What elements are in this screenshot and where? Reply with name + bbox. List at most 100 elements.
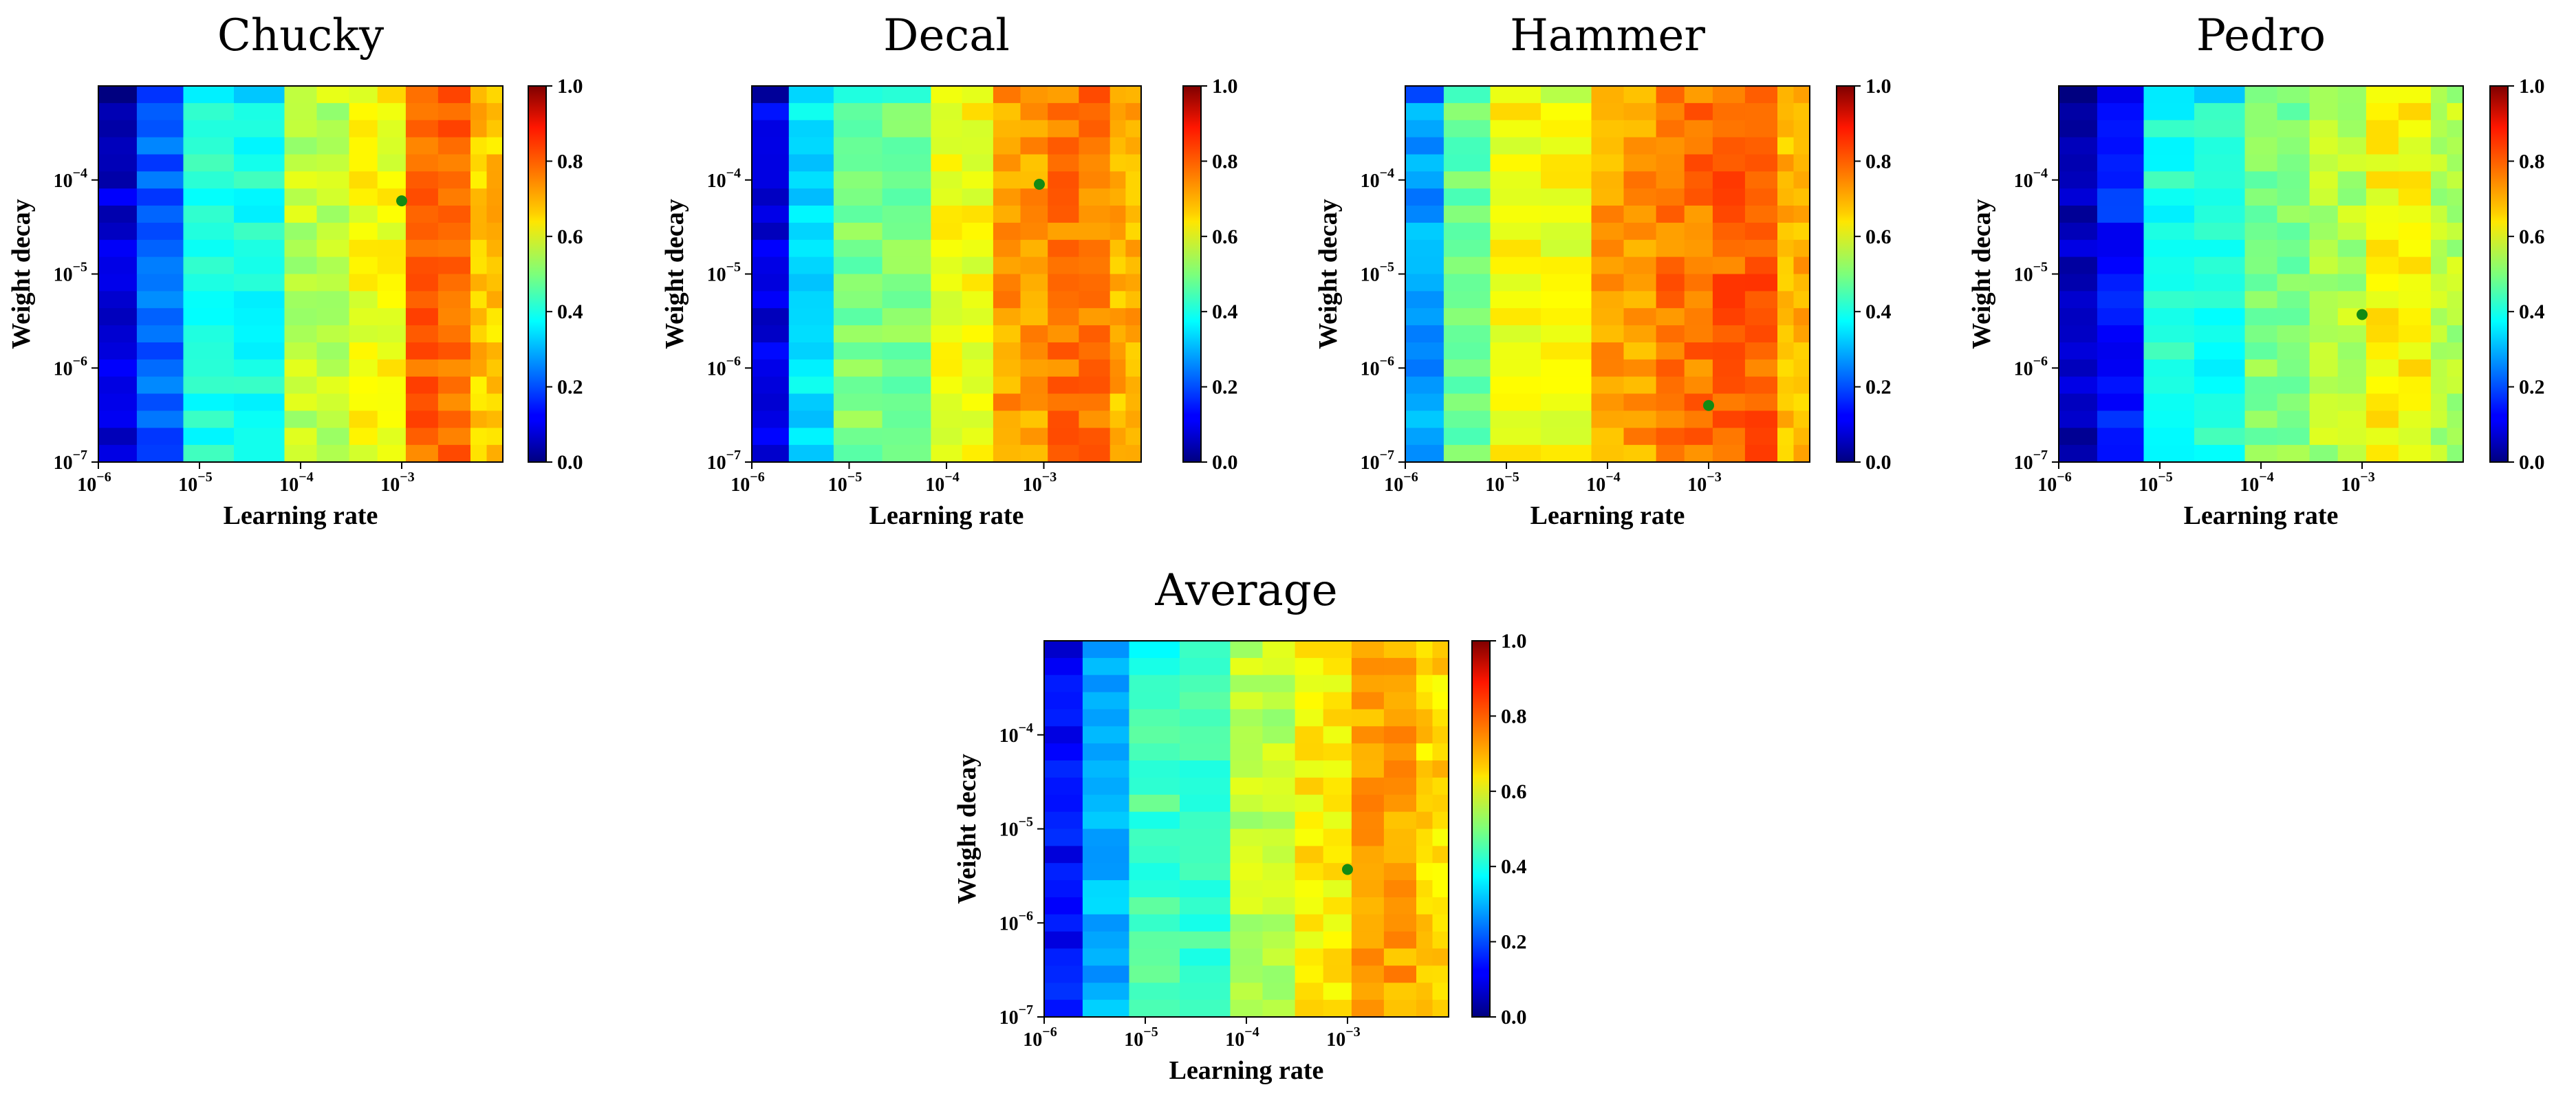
heatmap-cell: [1048, 188, 1080, 206]
heatmap-cell: [2194, 274, 2246, 292]
heatmap-cell: [377, 291, 407, 309]
colorbar-tick-label: 0.0: [1501, 1006, 1527, 1029]
heatmap-cell: [377, 359, 407, 377]
heatmap-cell: [1383, 829, 1417, 846]
heatmap-cell: [1383, 726, 1417, 744]
heatmap-cell: [1125, 120, 1142, 138]
heatmap-cell: [1744, 86, 1778, 104]
heatmap-cell: [1712, 325, 1746, 343]
heatmap-cell: [1777, 325, 1795, 343]
heatmap-cell: [2059, 102, 2098, 121]
heatmap-cell: [2194, 325, 2246, 343]
heatmap-cell: [1490, 291, 1541, 309]
heatmap-cell: [1082, 811, 1130, 830]
heatmap-cell: [98, 325, 138, 343]
heatmap-cell: [1295, 829, 1324, 846]
heatmap-cell: [405, 154, 439, 172]
heatmap-cell: [1793, 171, 1810, 189]
heatmap-cell: [284, 274, 318, 292]
heatmap-cell: [1048, 393, 1080, 411]
heatmap-cell: [1125, 428, 1142, 446]
heatmap-cell: [1777, 274, 1795, 292]
heatmap-cell: [1744, 102, 1778, 121]
x-axis-label: Learning rate: [1169, 1056, 1324, 1085]
heatmap-cell: [437, 120, 471, 138]
heatmap-cell: [1744, 428, 1778, 446]
colorbar-tick-label: 0.4: [2519, 300, 2545, 323]
heatmap-cell: [2194, 154, 2246, 172]
heatmap-cell: [1079, 222, 1111, 241]
heatmap-cell: [98, 137, 138, 155]
heatmap-cell: [2366, 291, 2399, 309]
heatmap-cell: [316, 102, 350, 121]
heatmap-cell: [316, 206, 350, 223]
heatmap-cell: [1044, 760, 1083, 778]
heatmap-cell: [1443, 86, 1491, 104]
heatmap-cell: [1541, 428, 1592, 446]
heatmap-cell: [2194, 342, 2246, 360]
heatmap-cell: [993, 376, 1021, 395]
heatmap-cell: [1323, 983, 1352, 1000]
heatmap-cell: [752, 428, 790, 446]
heatmap-cell: [486, 359, 504, 377]
heatmap-cell: [136, 359, 184, 377]
heatmap-cell: [1623, 86, 1657, 104]
heatmap-cell: [1777, 188, 1795, 206]
heatmap-cell: [2431, 86, 2448, 104]
heatmap-cell: [234, 171, 285, 189]
heatmap-cell: [1432, 726, 1449, 744]
colorbar-tick-label: 0.0: [2519, 451, 2545, 474]
heatmap-cell: [1541, 359, 1592, 377]
heatmap-cell: [2431, 120, 2448, 138]
heatmap-cell: [2398, 445, 2432, 463]
heatmap-cell: [1044, 863, 1083, 881]
heatmap-cell: [1744, 291, 1778, 309]
heatmap-cell: [316, 239, 350, 258]
heatmap-cell: [1432, 811, 1449, 830]
heatmap-cell: [2143, 291, 2195, 309]
heatmap-cell: [2398, 291, 2432, 309]
heatmap-cell: [1351, 829, 1385, 846]
heatmap-cell: [377, 171, 407, 189]
heatmap-cell: [1623, 342, 1657, 360]
heatmap-cell: [1048, 120, 1080, 138]
heatmap-cell: [316, 86, 350, 104]
heatmap-cell: [1383, 760, 1417, 778]
colorbar-tick-label: 0.4: [1212, 300, 1238, 323]
x-tick-label: 10−4: [2240, 470, 2273, 496]
heatmap-cell: [2059, 393, 2098, 411]
heatmap-cell: [1656, 206, 1685, 223]
heatmap-cell: [1180, 657, 1231, 676]
heatmap-cell: [486, 137, 504, 155]
heatmap-cell: [2194, 428, 2246, 446]
heatmap-cell: [2194, 86, 2246, 104]
heatmap-cell: [136, 239, 184, 258]
heatmap-cell: [752, 308, 790, 326]
heatmap-cell: [2337, 410, 2367, 428]
heatmap-cell: [1230, 692, 1264, 710]
heatmap-cell: [1383, 948, 1417, 966]
heatmap-cell: [1712, 154, 1746, 172]
heatmap-cell: [1129, 743, 1180, 761]
heatmap-cell: [2244, 445, 2278, 463]
heatmap-cell: [962, 410, 994, 428]
heatmap-cell: [1712, 102, 1746, 121]
heatmap-cell: [98, 342, 138, 360]
heatmap-cell: [1712, 445, 1746, 463]
heatmap-cell: [486, 239, 504, 258]
colorbar-tick-label: 0.8: [1212, 150, 1238, 173]
heatmap-cell: [405, 137, 439, 155]
heatmap-cell: [1351, 692, 1385, 710]
heatmap-cell: [1230, 709, 1264, 727]
heatmap-cell: [2309, 308, 2339, 326]
heatmap-cell: [2337, 376, 2367, 395]
heatmap-cell: [882, 188, 931, 206]
heatmap-cell: [931, 102, 963, 121]
heatmap-cell: [98, 445, 138, 463]
heatmap-cell: [1323, 1000, 1352, 1018]
heatmap-cell: [2431, 274, 2448, 292]
x-tick-label: 10−5: [1124, 1024, 1158, 1051]
heatmap-cell: [2309, 256, 2339, 275]
heatmap-cell: [1656, 410, 1685, 428]
heatmap-cell: [2143, 188, 2195, 206]
